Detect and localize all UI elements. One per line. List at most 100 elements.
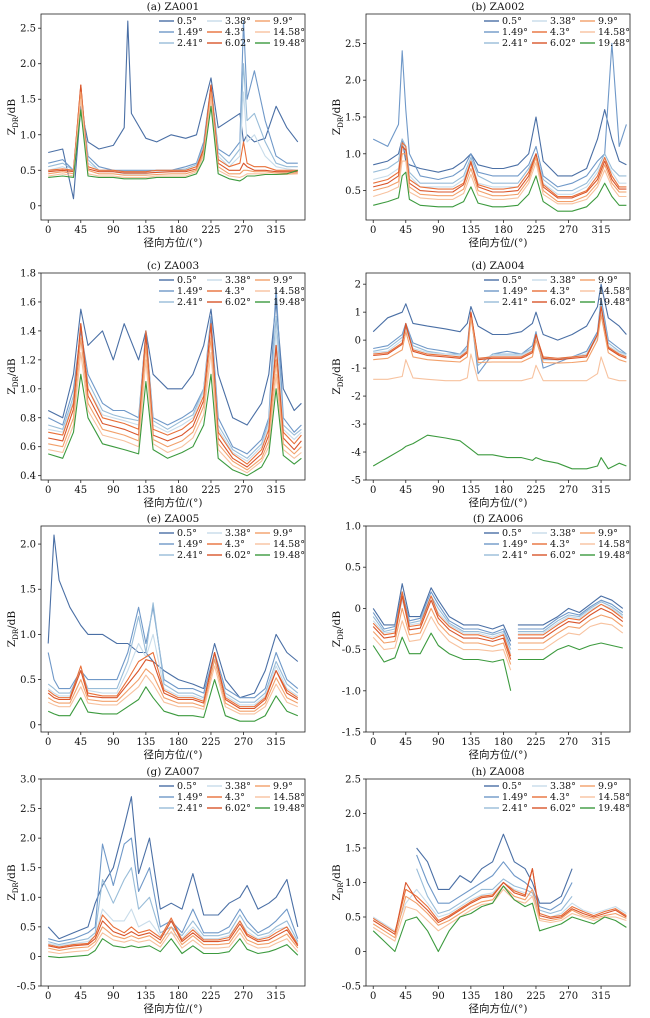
legend-label: 6.02°	[225, 38, 251, 49]
series-line	[372, 591, 624, 657]
y-tick-label: 2.0	[20, 540, 36, 551]
y-tick-label: 0	[30, 720, 36, 731]
series-line	[372, 591, 624, 646]
legend-label: 4.3°	[225, 792, 245, 803]
legend-label: 2.41°	[502, 297, 528, 308]
x-tick-label: 45	[399, 737, 412, 748]
series-line	[373, 171, 627, 212]
legend-label: 14.58°	[598, 286, 630, 297]
legend-label: 6.02°	[550, 38, 576, 49]
y-tick-label: 1.0	[345, 149, 361, 160]
x-tick-label: 0	[370, 225, 376, 236]
legend-label: 1.49°	[502, 27, 528, 38]
y-tick-label: 2.0	[345, 809, 361, 820]
x-axis-label: 径向方位/(°)	[144, 748, 203, 761]
y-tick-label: 0.8	[20, 413, 36, 424]
legend-label: 9.9°	[273, 275, 293, 286]
x-tick-label: 225	[526, 737, 545, 748]
x-tick-label: 225	[526, 485, 545, 496]
x-tick-label: 0	[45, 485, 51, 496]
y-tick-label: 1.5	[20, 863, 36, 874]
y-tick-label: -4	[351, 448, 361, 459]
series-line	[373, 353, 627, 382]
legend-label: 4.3°	[225, 286, 245, 297]
y-tick-label: 0	[355, 604, 361, 615]
x-tick-label: 45	[399, 485, 412, 496]
y-tick-label: 0.4	[20, 471, 36, 482]
legend-label: 6.02°	[550, 550, 576, 561]
series-line	[416, 833, 573, 904]
x-tick-label: 0	[45, 737, 51, 748]
x-axis-label: 径向方位/(°)	[144, 496, 203, 509]
legend-label: 6.02°	[550, 297, 576, 308]
x-tick-label: 90	[432, 225, 445, 236]
y-tick-label: 2.5	[20, 804, 36, 815]
y-tick-label: -1.0	[342, 686, 361, 697]
legend-label: 1.49°	[177, 286, 203, 297]
legend-label: 1.49°	[177, 539, 203, 550]
legend-label: 2.41°	[177, 803, 203, 814]
y-tick-label: 0	[30, 952, 36, 963]
x-axis-label: 径向方位/(°)	[469, 496, 528, 509]
legend-label: 2.41°	[177, 297, 203, 308]
series-line	[48, 938, 299, 959]
x-tick-label: 135	[461, 737, 480, 748]
y-axis-label: ZDR/dB	[331, 99, 345, 135]
plot-frame	[40, 13, 306, 221]
series-line	[416, 854, 573, 911]
legend-label: 1.49°	[502, 286, 528, 297]
x-tick-label: 135	[461, 225, 480, 236]
legend-label: 4.3°	[550, 286, 570, 297]
series-line	[372, 595, 624, 660]
series-line	[373, 145, 627, 199]
x-tick-label: 45	[74, 225, 87, 236]
legend-label: 19.48°	[598, 297, 630, 308]
legend-label: 6.02°	[225, 297, 251, 308]
legend-label: 6.02°	[225, 803, 251, 814]
series-line	[47, 651, 299, 708]
series-line	[48, 63, 298, 173]
legend-label: 6.02°	[225, 550, 251, 561]
chart-panel: (h) ZA008 0 45 90 135 180 225 270 315 -0.5 0 0.5 1.0…	[331, 766, 631, 1015]
y-tick-label: 2.0	[20, 59, 36, 70]
series-line	[47, 679, 299, 722]
y-tick-label: 0.6	[20, 442, 36, 453]
y-tick-label: 1.2	[20, 355, 36, 366]
legend-label: 4.3°	[225, 539, 245, 550]
x-tick-label: 180	[169, 225, 188, 236]
series-line	[372, 888, 627, 942]
x-tick-label: 135	[136, 485, 155, 496]
series-line	[47, 659, 299, 712]
x-tick-label: 225	[201, 737, 220, 748]
x-tick-label: 225	[201, 225, 220, 236]
y-tick-label: -2	[351, 392, 361, 403]
x-tick-label: 0	[370, 991, 376, 1002]
series-line	[372, 583, 624, 642]
series-line	[47, 665, 299, 715]
chart-panel: (a) ZA001 0 45 90 135 180 225 270 315 0 0.5 1.0 1.5 2…	[6, 1, 306, 249]
series-line	[48, 914, 299, 948]
x-tick-label: 270	[234, 485, 253, 496]
legend-label: 0.5°	[502, 528, 522, 539]
x-tick-label: 270	[234, 737, 253, 748]
series-line	[372, 434, 627, 470]
series-line	[48, 920, 299, 949]
x-tick-label: 270	[559, 485, 578, 496]
y-axis-label: ZDR/dB	[6, 358, 20, 394]
panel-title: (c) ZA003	[147, 260, 199, 272]
x-tick-label: 180	[494, 737, 513, 748]
series-line	[48, 84, 298, 174]
y-tick-label: -5	[351, 476, 361, 487]
series-line	[373, 109, 627, 177]
x-tick-label: 180	[169, 737, 188, 748]
series-line	[48, 105, 298, 182]
x-tick-label: 0	[370, 737, 376, 748]
x-tick-label: 90	[432, 991, 445, 1002]
chart-panel: (f) ZA006 0 45 90 135 180 225 270 315 -1.5 -1.0 -0.…	[331, 513, 631, 761]
series-line	[48, 84, 298, 173]
x-tick-label: 270	[559, 991, 578, 1002]
legend-label: 14.58°	[598, 539, 630, 550]
y-tick-label: 1.5	[20, 95, 36, 106]
y-axis-label: ZDR/dB	[6, 611, 20, 647]
